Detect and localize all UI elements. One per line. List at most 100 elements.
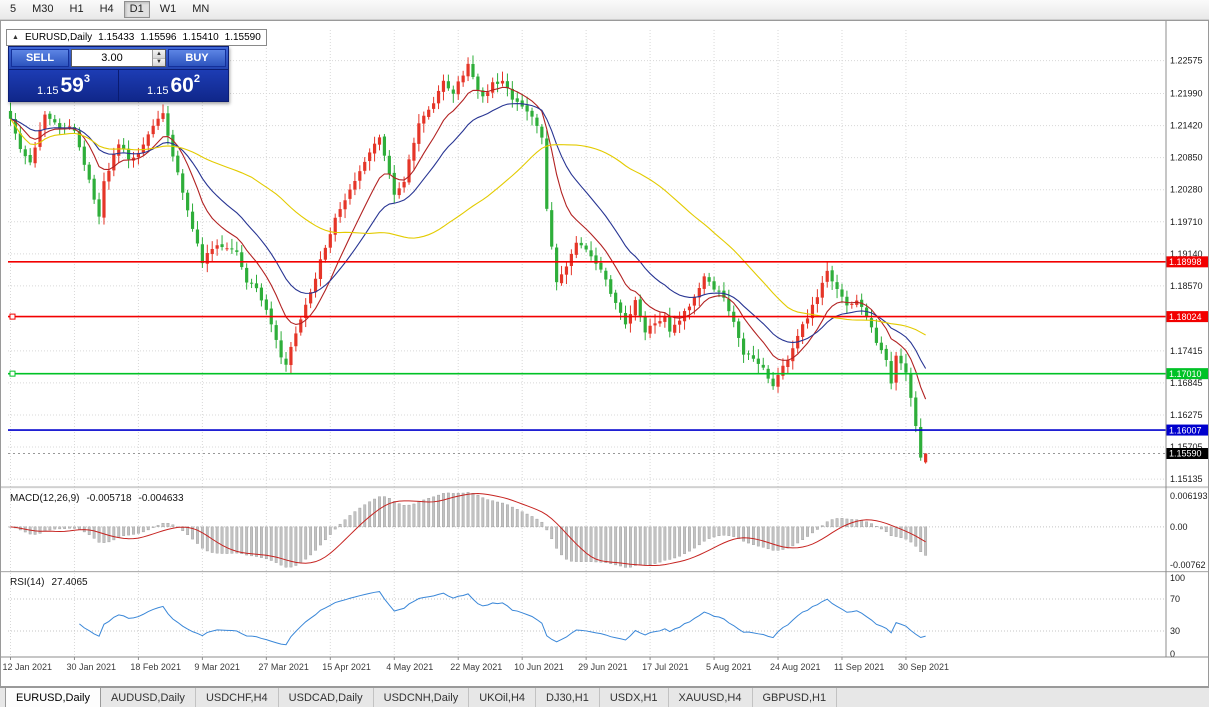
svg-text:1.19140: 1.19140 <box>1170 249 1203 259</box>
rsi-value: 27.4065 <box>51 577 88 588</box>
volume-spinbox[interactable]: 3.00 ▲ ▼ <box>71 49 166 67</box>
ohlc-close: 1.15590 <box>224 32 261 43</box>
ask-price-sup: 2 <box>193 73 200 85</box>
ma-line-10[interactable] <box>10 86 927 400</box>
svg-text:1.20280: 1.20280 <box>1170 185 1203 195</box>
timeframe-button-mn[interactable]: MN <box>192 3 210 15</box>
macd-indicator-label: MACD(12,26,9) -0.005718 -0.004633 <box>10 493 184 504</box>
volume-up-icon[interactable]: ▲ <box>153 50 165 59</box>
svg-text:27 Mar 2021: 27 Mar 2021 <box>258 662 309 672</box>
bid-price-small: 1.15 <box>37 85 59 97</box>
svg-text:1.21990: 1.21990 <box>1170 89 1203 99</box>
svg-text:0.006193: 0.006193 <box>1170 491 1208 501</box>
sell-button[interactable]: SELL <box>11 49 69 67</box>
hline-handle[interactable] <box>9 313 16 320</box>
svg-text:5 Aug 2021: 5 Aug 2021 <box>706 662 752 672</box>
svg-text:1.18570: 1.18570 <box>1170 281 1203 291</box>
svg-text:1.19710: 1.19710 <box>1170 217 1203 227</box>
bid-price-sup: 3 <box>83 73 90 85</box>
svg-text:17 Jul 2021: 17 Jul 2021 <box>642 662 689 672</box>
macd-signal-value: -0.004633 <box>138 493 184 504</box>
volume-value[interactable]: 3.00 <box>101 52 123 64</box>
svg-text:1.17415: 1.17415 <box>1170 346 1203 356</box>
chart-tab-eurusd-daily[interactable]: EURUSD,Daily <box>5 688 101 707</box>
svg-text:1.16007: 1.16007 <box>1169 425 1202 435</box>
chart-tabbar: EURUSD,Daily AUDUSD,Daily USDCHF,H4 USDCAD,… <box>0 687 1209 707</box>
ask-price-big: 60 <box>170 74 194 97</box>
ask-price: 1.15 60 2 <box>119 70 228 101</box>
svg-text:30: 30 <box>1170 626 1180 636</box>
svg-text:15 Apr 2021: 15 Apr 2021 <box>322 662 371 672</box>
ma-line-50[interactable] <box>10 118 926 336</box>
ask-price-small: 1.15 <box>147 85 169 97</box>
volume-spinner[interactable]: ▲ ▼ <box>152 50 165 66</box>
timeframe-button-m30[interactable]: M30 <box>32 3 54 15</box>
svg-text:1.15705: 1.15705 <box>1170 442 1203 452</box>
svg-text:4 May 2021: 4 May 2021 <box>386 662 433 672</box>
chart-tab-dj30-h1[interactable]: DJ30,H1 <box>536 688 600 707</box>
ohlc-high: 1.15596 <box>140 32 177 43</box>
svg-text:11 Sep 2021: 11 Sep 2021 <box>834 662 884 672</box>
svg-text:1.15135: 1.15135 <box>1170 474 1203 484</box>
chart-tab-usdx-h1[interactable]: USDX,H1 <box>600 688 669 707</box>
hline-handle[interactable] <box>9 370 16 377</box>
svg-text:-0.00762: -0.00762 <box>1170 560 1206 570</box>
chart-tab-ukoil-h4[interactable]: UKOil,H4 <box>469 688 537 707</box>
macd-signal-line <box>10 493 926 567</box>
svg-text:12 Jan 2021: 12 Jan 2021 <box>3 662 53 672</box>
time-axis: 12 Jan 2021 30 Jan 2021 18 Feb 2021 9 Mar 2… <box>3 657 949 672</box>
svg-text:1.17010: 1.17010 <box>1169 369 1202 379</box>
bid-price-big: 59 <box>60 74 84 97</box>
svg-text:100: 100 <box>1170 573 1185 583</box>
svg-text:1.16275: 1.16275 <box>1170 410 1203 420</box>
chart-tab-usdcad-daily[interactable]: USDCAD,Daily <box>279 688 374 707</box>
bid-price: 1.15 59 3 <box>9 70 119 101</box>
svg-text:1.16845: 1.16845 <box>1170 378 1203 388</box>
horizontal-lines <box>8 261 1166 454</box>
buy-button[interactable]: BUY <box>168 49 226 67</box>
ohlc-open: 1.15433 <box>98 32 135 43</box>
timeframe-button-h4[interactable]: H4 <box>99 3 114 15</box>
svg-text:10 Jun 2021: 10 Jun 2021 <box>514 662 564 672</box>
svg-text:1.22575: 1.22575 <box>1170 56 1203 66</box>
chart-tab-usdcnh-daily[interactable]: USDCNH,Daily <box>374 688 470 707</box>
svg-text:30 Jan 2021: 30 Jan 2021 <box>66 662 116 672</box>
one-click-trading-panel: SELL 3.00 ▲ ▼ BUY 1.15 59 3 1.15 60 2 <box>8 46 229 102</box>
ma-line-21[interactable] <box>10 103 927 369</box>
svg-text:1.15590: 1.15590 <box>1169 449 1202 459</box>
chart-tab-xauusd-h4[interactable]: XAUUSD,H4 <box>669 688 753 707</box>
svg-text:29 Jun 2021: 29 Jun 2021 <box>578 662 628 672</box>
chart-canvas[interactable]: 1.22575 1.21990 1.21420 1.20850 1.20280 1.197… <box>0 20 1209 687</box>
timeframe-toolbar: 5 M30 H1 H4 D1 W1 MN <box>0 0 1209 20</box>
rsi-name: RSI(14) <box>10 577 45 588</box>
svg-text:70: 70 <box>1170 594 1180 604</box>
chart-tab-usdchf-h4[interactable]: USDCHF,H4 <box>196 688 279 707</box>
rsi-indicator-label: RSI(14) 27.4065 <box>10 577 88 588</box>
macd-name: MACD(12,26,9) <box>10 493 80 504</box>
svg-text:24 Aug 2021: 24 Aug 2021 <box>770 662 821 672</box>
svg-text:1.20850: 1.20850 <box>1170 153 1203 163</box>
volume-down-icon[interactable]: ▼ <box>153 58 165 66</box>
chart-title: ▲ EURUSD,Daily 1.15433 1.15596 1.15410 1… <box>6 29 267 46</box>
svg-text:0: 0 <box>1170 649 1175 659</box>
chart-window: 1.22575 1.21990 1.21420 1.20850 1.20280 1.197… <box>0 20 1209 687</box>
chart-tab-gbpusd-h1[interactable]: GBPUSD,H1 <box>753 688 838 707</box>
svg-text:1.18024: 1.18024 <box>1169 312 1202 322</box>
svg-text:30 Sep 2021: 30 Sep 2021 <box>898 662 949 672</box>
timeframe-button-h1[interactable]: H1 <box>69 3 84 15</box>
rsi-line <box>79 591 926 646</box>
timeframe-button-5[interactable]: 5 <box>10 3 17 15</box>
chart-tab-audusd-daily[interactable]: AUDUSD,Daily <box>101 688 196 707</box>
svg-text:22 May 2021: 22 May 2021 <box>450 662 502 672</box>
svg-text:9 Mar 2021: 9 Mar 2021 <box>194 662 240 672</box>
svg-text:0.00: 0.00 <box>1170 522 1188 532</box>
svg-text:1.18998: 1.18998 <box>1169 257 1202 267</box>
svg-text:18 Feb 2021: 18 Feb 2021 <box>130 662 181 672</box>
svg-text:1.21420: 1.21420 <box>1170 121 1203 131</box>
macd-value: -0.005718 <box>86 493 132 504</box>
price-axis: 1.22575 1.21990 1.21420 1.20850 1.20280 1.197… <box>1166 56 1209 484</box>
collapse-icon[interactable]: ▲ <box>12 34 19 41</box>
timeframe-button-w1[interactable]: W1 <box>159 3 177 15</box>
timeframe-button-d1[interactable]: D1 <box>123 1 150 18</box>
chart-symbol-label: EURUSD,Daily <box>24 32 93 43</box>
